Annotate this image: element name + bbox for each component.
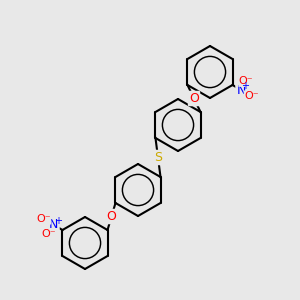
Text: N: N [49,218,58,232]
Text: +: + [54,216,62,226]
Text: O⁻: O⁻ [36,214,51,224]
Text: O⁻: O⁻ [239,76,254,86]
Text: N: N [236,83,246,97]
Text: +: + [241,81,249,91]
Text: O: O [106,210,116,223]
Text: O⁻: O⁻ [244,91,259,101]
Text: O: O [189,92,199,105]
Text: S: S [154,151,162,164]
Text: O⁻: O⁻ [41,229,56,239]
